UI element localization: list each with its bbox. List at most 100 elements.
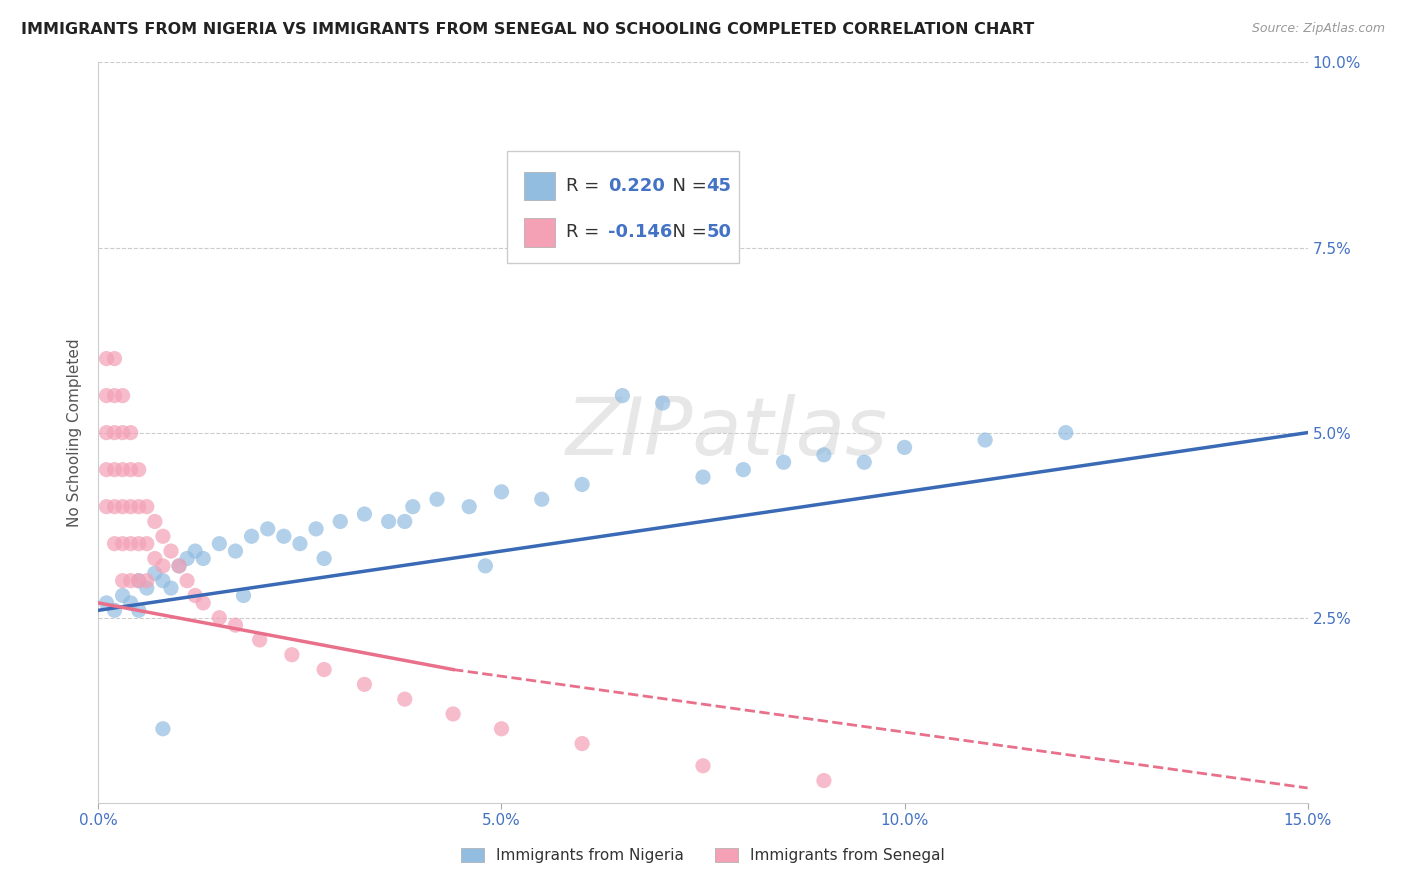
Point	[96, 351, 118, 366]
Point	[96, 388, 118, 402]
Point	[288, 536, 311, 550]
Point	[111, 500, 134, 514]
Point	[135, 581, 157, 595]
Text: Source: ZipAtlas.com: Source: ZipAtlas.com	[1251, 22, 1385, 36]
Point	[426, 492, 449, 507]
Point	[120, 574, 142, 588]
Point	[120, 536, 142, 550]
Point	[167, 558, 190, 573]
Point	[111, 388, 134, 402]
Text: 45: 45	[706, 177, 731, 195]
Point	[111, 425, 134, 440]
Point	[772, 455, 794, 469]
Point	[184, 589, 207, 603]
Point	[232, 589, 254, 603]
Point	[692, 758, 714, 772]
Point	[402, 500, 425, 514]
Point	[530, 492, 553, 507]
Point	[474, 558, 496, 573]
Point	[135, 574, 157, 588]
Point	[96, 596, 118, 610]
Point	[103, 536, 125, 550]
Point	[167, 558, 190, 573]
Point	[160, 544, 183, 558]
Point	[143, 566, 166, 581]
Point	[733, 462, 755, 476]
Point	[103, 388, 125, 402]
Point	[96, 462, 118, 476]
Point	[305, 522, 328, 536]
Point	[394, 515, 416, 529]
Point	[143, 515, 166, 529]
Point	[853, 455, 876, 469]
Point	[193, 596, 215, 610]
Point	[353, 677, 375, 691]
Text: 50: 50	[706, 223, 731, 242]
Point	[692, 470, 714, 484]
Point	[128, 462, 150, 476]
Point	[813, 448, 835, 462]
Point	[103, 351, 125, 366]
Point	[128, 500, 150, 514]
Point	[240, 529, 263, 543]
Point	[893, 441, 915, 455]
Point	[353, 507, 375, 521]
Point	[96, 500, 118, 514]
Point	[152, 574, 174, 588]
Point	[103, 462, 125, 476]
Point	[176, 551, 198, 566]
Point	[571, 737, 593, 751]
Point	[120, 425, 142, 440]
Point	[314, 663, 336, 677]
Point	[208, 610, 231, 624]
Point	[273, 529, 295, 543]
Point	[1054, 425, 1077, 440]
Point	[208, 536, 231, 550]
Point	[103, 425, 125, 440]
Point	[281, 648, 304, 662]
Point	[135, 536, 157, 550]
Point	[111, 536, 134, 550]
Point	[143, 551, 166, 566]
Point	[160, 581, 183, 595]
Point	[152, 558, 174, 573]
Text: N =: N =	[661, 223, 713, 242]
Point	[103, 500, 125, 514]
Point	[256, 522, 278, 536]
Y-axis label: No Schooling Completed: No Schooling Completed	[67, 338, 83, 527]
Point	[224, 544, 246, 558]
Point	[571, 477, 593, 491]
Point	[128, 603, 150, 617]
Point	[249, 632, 271, 647]
Point	[111, 589, 134, 603]
Point	[120, 596, 142, 610]
Point	[441, 706, 464, 721]
Point	[120, 500, 142, 514]
Point	[491, 722, 513, 736]
Point	[651, 396, 673, 410]
Point	[612, 388, 634, 402]
Text: 0.220: 0.220	[607, 177, 665, 195]
Point	[128, 574, 150, 588]
Point	[377, 515, 399, 529]
Point	[128, 574, 150, 588]
Point	[491, 484, 513, 499]
Point	[193, 551, 215, 566]
Text: R =: R =	[565, 223, 605, 242]
Text: ZIPatlas: ZIPatlas	[567, 393, 889, 472]
Point	[314, 551, 336, 566]
Point	[329, 515, 352, 529]
Point	[184, 544, 207, 558]
Point	[224, 618, 246, 632]
Point	[813, 773, 835, 788]
Point	[135, 500, 157, 514]
Text: -0.146: -0.146	[607, 223, 672, 242]
Text: R =: R =	[565, 177, 605, 195]
Point	[103, 603, 125, 617]
Point	[152, 529, 174, 543]
Point	[394, 692, 416, 706]
Point	[128, 536, 150, 550]
Point	[120, 462, 142, 476]
Point	[152, 722, 174, 736]
Text: N =: N =	[661, 177, 713, 195]
